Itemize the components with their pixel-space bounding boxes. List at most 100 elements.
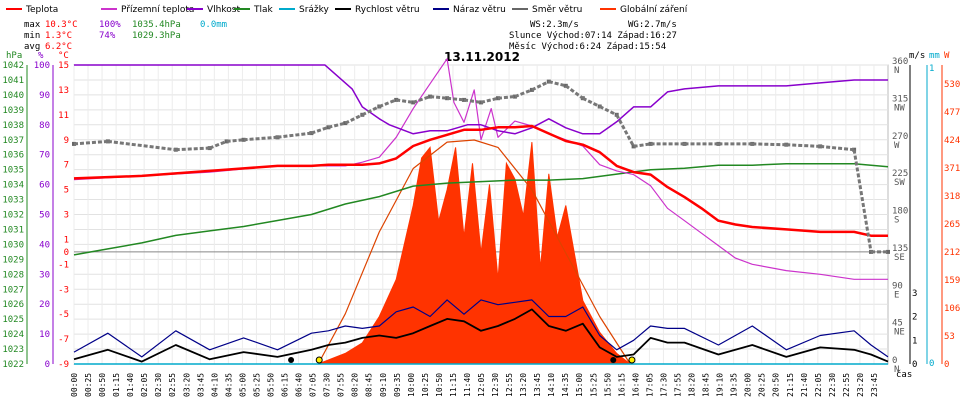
wind-dir-point-25	[614, 112, 619, 117]
wind-dir-seg-23	[582, 96, 601, 108]
x-tick-3: 01:15	[112, 373, 121, 397]
dir-lab-1: NW	[894, 103, 905, 113]
x-tick-11: 04:35	[224, 373, 233, 397]
chart-title: 13.11.2012	[444, 50, 520, 64]
x-tick-35: 14:35	[561, 373, 570, 397]
x-tick-52: 21:40	[800, 373, 809, 397]
w-tick-4: 318	[944, 192, 960, 202]
ms-tick-2: 1	[912, 336, 917, 346]
hpa-tick-2: 1040	[2, 91, 24, 101]
x-tick-14: 05:50	[266, 373, 275, 397]
x-tick-21: 08:45	[365, 373, 374, 397]
series-pressure	[73, 162, 889, 256]
w-tick-3: 371	[944, 164, 960, 174]
wind-dir-seg-10	[361, 105, 380, 117]
x-tick-44: 18:20	[688, 373, 697, 397]
wind-dir-seg-17	[480, 96, 499, 104]
stats-block: max 10.3°C 100% 1035.4hPa 0.0mm min 1.3°…	[24, 20, 227, 52]
x-tick-4: 01:40	[126, 373, 135, 397]
dir-deg-3: 225	[892, 169, 908, 179]
hpa-tick-7: 1035	[2, 166, 24, 176]
wind-dir-point-14	[428, 94, 433, 99]
moonrise-marker	[288, 357, 295, 363]
wind-dir-seg-6	[277, 131, 312, 139]
wind-dir-seg-1	[107, 139, 176, 152]
stat-min-press: 1029.3hPa	[132, 31, 181, 41]
c-tick-0: 15	[58, 61, 69, 71]
x-tick-46: 19:10	[716, 373, 725, 397]
dir-deg-1: 315	[892, 94, 908, 104]
x-tick-56: 23:20	[856, 373, 865, 397]
x-tick-55: 22:55	[842, 373, 851, 397]
w-tick-8: 106	[944, 304, 960, 314]
info-moon: Měsíc Východ:6:24 Západ:15:54	[509, 42, 666, 52]
hpa-tick-9: 1033	[2, 196, 24, 206]
c-tick-6: 3	[64, 211, 69, 221]
legend-label-0: Teplota	[25, 5, 58, 15]
hpa-tick-4: 1038	[2, 121, 24, 131]
c-tick-10: -3	[58, 285, 69, 295]
w-tick-7: 159	[944, 276, 960, 286]
hpa-tick-3: 1039	[2, 106, 24, 116]
pct-tick-2: 80	[39, 121, 50, 131]
series-temperature	[73, 124, 888, 237]
pct-tick-10: 0	[45, 360, 50, 370]
c-tick-5: 5	[64, 186, 69, 196]
sunrise-marker	[315, 356, 323, 364]
unit-w: W	[944, 51, 950, 61]
x-tick-36: 15:00	[575, 373, 584, 397]
w-tick-6: 212	[944, 248, 960, 258]
series-humidity	[74, 64, 888, 135]
stat-min-hum: 74%	[99, 31, 116, 41]
ms-tick-0: 3	[912, 289, 917, 299]
x-tick-39: 16:15	[617, 373, 626, 397]
unit-hpa: hPa	[6, 51, 22, 61]
hpa-tick-10: 1032	[2, 211, 24, 221]
stat-avg-temp: 6.2°C	[45, 42, 72, 52]
wind-dir-seg-20	[531, 80, 550, 92]
dir-deg-5: 135	[892, 244, 908, 254]
dir-deg-0: 360	[892, 57, 908, 67]
dir-deg-7: 45	[892, 319, 903, 329]
x-tick-41: 17:05	[645, 373, 654, 397]
x-tick-26: 10:50	[435, 373, 444, 397]
info-block: WS:2.3m/s WG:2.7m/s Slunce Východ:07:14 …	[509, 20, 677, 52]
x-tick-2: 00:50	[98, 373, 107, 397]
wind-dir-seg-0	[73, 139, 109, 146]
wind-dir-point-7	[309, 131, 314, 136]
legend-label-4: Srážky	[299, 5, 330, 15]
wind-dir-seg-18	[497, 95, 516, 100]
dir-lab-0: N	[894, 66, 899, 76]
wind-dir-seg-31	[786, 143, 821, 148]
w-tick-1: 477	[944, 108, 960, 118]
x-tick-28: 11:40	[463, 373, 472, 397]
info-ws: WS:2.3m/s	[530, 20, 579, 30]
x-axis: 00:00 00:25 00:50 01:15 01:40 02:05 02:30 02:55…	[70, 373, 879, 397]
x-tick-1: 00:25	[84, 373, 93, 397]
x-tick-22: 09:10	[379, 373, 388, 397]
dir-lab-7: NE	[894, 328, 905, 338]
dir-lab-4: S	[894, 216, 899, 226]
info-sun: Slunce Východ:07:14 Západ:16:27	[509, 31, 677, 41]
x-tick-51: 21:15	[786, 373, 795, 397]
hpa-tick-19: 1023	[2, 345, 24, 355]
wind-dir-point-34	[869, 249, 873, 254]
hpa-tick-0: 1042	[2, 61, 24, 71]
stat-rain: 0.0mm	[200, 20, 227, 30]
x-tick-48: 20:00	[744, 373, 753, 397]
moonset-marker	[610, 357, 617, 363]
wind-dir-seg-33	[852, 149, 873, 253]
wind-dir-seg-3	[209, 140, 228, 150]
series-solar-area	[318, 142, 632, 365]
wind-dir-seg-24	[599, 105, 618, 117]
hpa-tick-14: 1028	[2, 270, 24, 280]
wind-dir-seg-2	[175, 146, 210, 152]
wind-dir-point-26	[631, 144, 636, 149]
x-tick-40: 16:40	[631, 373, 640, 397]
hpa-tick-15: 1027	[2, 285, 24, 295]
x-tick-18: 07:30	[323, 373, 332, 397]
x-tick-24: 10:00	[407, 373, 416, 397]
wind-dir-point-35	[886, 249, 890, 254]
mm-tick-1: 0	[929, 359, 934, 369]
